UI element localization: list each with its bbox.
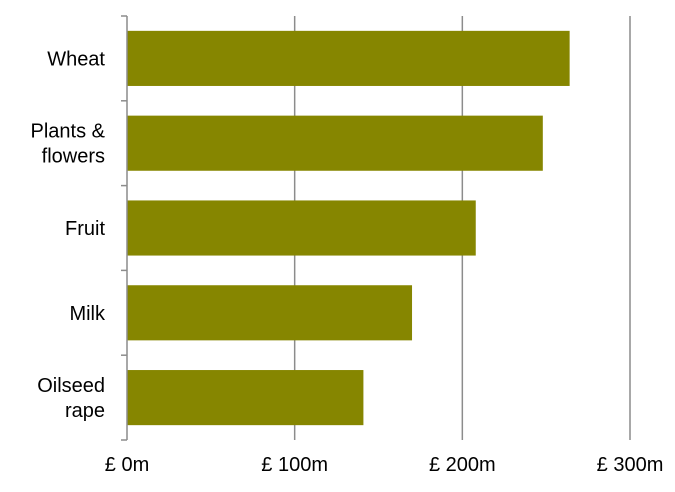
x-tick-label-2: £ 200m bbox=[429, 454, 496, 476]
bar-1 bbox=[127, 115, 543, 171]
bar-0 bbox=[127, 30, 570, 86]
bar-4 bbox=[127, 370, 364, 426]
category-label-0: Wheat bbox=[47, 48, 105, 70]
x-tick-label-1: £ 100m bbox=[261, 454, 328, 476]
x-tick-label-3: £ 300m bbox=[597, 454, 664, 476]
x-tick-label-0: £ 0m bbox=[105, 454, 149, 476]
category-label-3: Milk bbox=[69, 303, 106, 325]
category-label-2: Fruit bbox=[65, 218, 105, 240]
category-label-4: Oilseed rape bbox=[37, 375, 105, 422]
category-label-1: Plants & flowers bbox=[31, 121, 106, 168]
bar-2 bbox=[127, 200, 476, 256]
bar-3 bbox=[127, 285, 413, 341]
